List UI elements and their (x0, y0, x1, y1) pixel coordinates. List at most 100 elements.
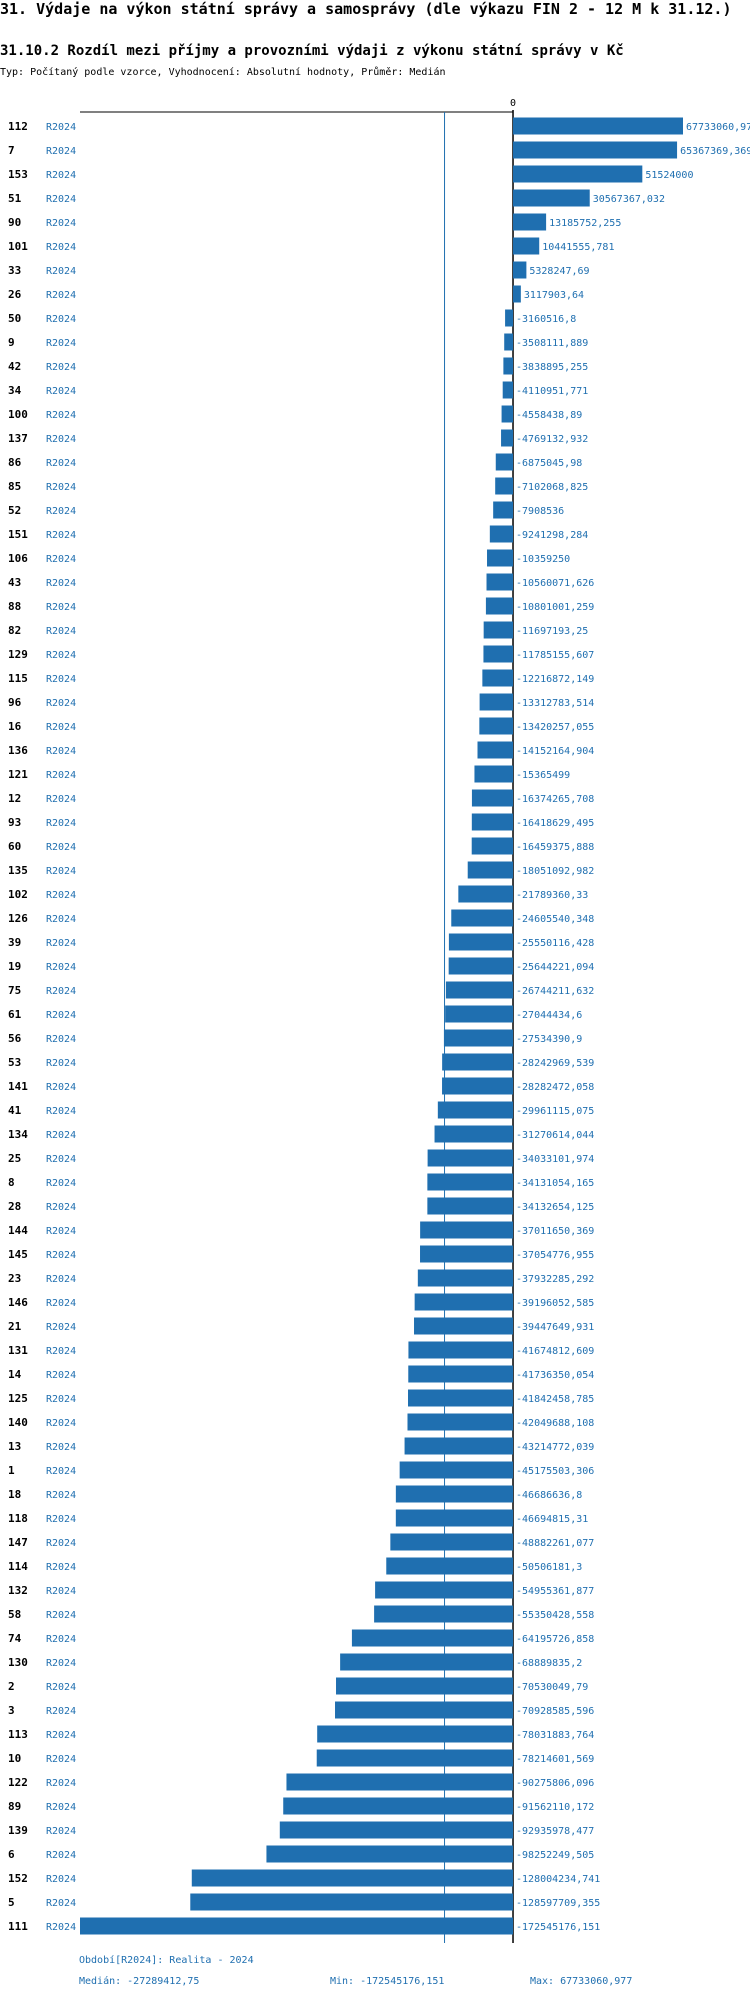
bar (395, 1509, 514, 1527)
bar (493, 501, 514, 519)
bar-value-label: -4110951,771 (516, 386, 588, 397)
bar-value-label: -50506181,3 (516, 1562, 582, 1573)
footer-period: Období[R2024]: Realita - 2024 (79, 1955, 254, 1966)
bar (458, 885, 514, 903)
row-code-label: 23 (8, 1272, 21, 1285)
bar (408, 1341, 514, 1359)
bar-value-label: -90275806,096 (516, 1778, 594, 1789)
row-code-label: 7 (8, 144, 15, 157)
row-period-label: R2024 (46, 818, 76, 829)
chart-type-description: Typ: Počítaný podle vzorce, Vyhodnocení:… (0, 67, 446, 78)
bar (445, 981, 514, 999)
row-code-label: 90 (8, 216, 21, 229)
bar-value-label: -27534390,9 (516, 1034, 582, 1045)
bar-value-label: 67733060,97 (686, 122, 750, 133)
bar-value-label: -21789360,33 (516, 890, 588, 901)
bar (495, 453, 514, 471)
row-code-label: 9 (8, 336, 15, 349)
row-code-label: 129 (8, 648, 28, 661)
row-code-label: 25 (8, 1152, 21, 1165)
row-period-label: R2024 (46, 770, 76, 781)
row-code-label: 60 (8, 840, 21, 853)
row-code-label: 93 (8, 816, 21, 829)
row-code-label: 6 (8, 1848, 15, 1861)
row-code-label: 113 (8, 1728, 28, 1741)
row-period-label: R2024 (46, 1226, 76, 1237)
bar (501, 429, 514, 447)
bar (404, 1437, 514, 1455)
row-period-label: R2024 (46, 914, 76, 925)
row-period-label: R2024 (46, 722, 76, 733)
row-period-label: R2024 (46, 962, 76, 973)
bar (375, 1581, 514, 1599)
bar (495, 477, 514, 495)
bar-value-label: -34132654,125 (516, 1202, 594, 1213)
row-code-label: 118 (8, 1512, 28, 1525)
row-period-label: R2024 (46, 602, 76, 613)
row-code-label: 50 (8, 312, 21, 325)
bar-value-label: -45175503,306 (516, 1466, 594, 1477)
row-period-label: R2024 (46, 1754, 76, 1765)
bar-value-label: -25550116,428 (516, 938, 594, 949)
bar (487, 549, 514, 567)
row-code-label: 13 (8, 1440, 21, 1453)
row-period-label: R2024 (46, 1106, 76, 1117)
row-code-label: 140 (8, 1416, 28, 1429)
bar (80, 1917, 514, 1935)
row-code-label: 96 (8, 696, 22, 709)
row-code-label: 61 (8, 1008, 22, 1021)
bar-value-label: -41842458,785 (516, 1394, 594, 1405)
row-code-label: 34 (8, 384, 22, 397)
row-period-label: R2024 (46, 1658, 76, 1669)
row-code-label: 122 (8, 1776, 28, 1789)
bar (513, 141, 678, 159)
bar-value-label: -42049688,108 (516, 1418, 594, 1429)
footer-min: Min: -172545176,151 (330, 1976, 445, 1987)
bar-value-label: -28282472,058 (516, 1082, 594, 1093)
row-code-label: 16 (8, 720, 22, 733)
row-code-label: 147 (8, 1536, 28, 1549)
row-period-label: R2024 (46, 1370, 76, 1381)
bar (340, 1653, 514, 1671)
bar-value-label: -24605540,348 (516, 914, 594, 925)
row-period-label: R2024 (46, 266, 76, 277)
row-code-label: 114 (8, 1560, 28, 1573)
bar (407, 1413, 514, 1431)
bar (448, 957, 514, 975)
bar-value-label: -128597709,355 (516, 1898, 600, 1909)
row-code-label: 86 (8, 456, 22, 469)
row-period-label: R2024 (46, 746, 76, 757)
row-period-label: R2024 (46, 1826, 76, 1837)
bar-value-label: -27044434,6 (516, 1010, 582, 1021)
row-period-label: R2024 (46, 554, 76, 565)
row-code-label: 85 (8, 480, 21, 493)
bar-value-label: -4769132,932 (516, 434, 588, 445)
bar-value-label: -41674812,609 (516, 1346, 594, 1357)
bar-value-label: -172545176,151 (516, 1922, 600, 1933)
row-period-label: R2024 (46, 986, 76, 997)
bar (386, 1557, 514, 1575)
row-code-label: 121 (8, 768, 28, 781)
bar-value-label: -28242969,539 (516, 1058, 594, 1069)
bar-value-label: -39196052,585 (516, 1298, 594, 1309)
bar-value-label: -41736350,054 (516, 1370, 594, 1381)
bar-value-label: -43214772,039 (516, 1442, 594, 1453)
bar (414, 1317, 514, 1335)
bar (513, 117, 683, 135)
bar-value-label: 30567367,032 (593, 194, 665, 205)
row-code-label: 130 (8, 1656, 28, 1669)
bar (434, 1125, 514, 1143)
row-code-label: 115 (8, 672, 28, 685)
bar (471, 837, 514, 855)
bar (445, 1005, 514, 1023)
bar-value-label: -16418629,495 (516, 818, 594, 829)
bar-value-label: -12216872,149 (516, 674, 594, 685)
row-code-label: 112 (8, 120, 28, 133)
row-code-label: 18 (8, 1488, 21, 1501)
row-period-label: R2024 (46, 1322, 76, 1333)
row-code-label: 89 (8, 1800, 21, 1813)
row-code-label: 42 (8, 360, 21, 373)
row-period-label: R2024 (46, 338, 76, 349)
row-period-label: R2024 (46, 1298, 76, 1309)
row-period-label: R2024 (46, 1250, 76, 1261)
